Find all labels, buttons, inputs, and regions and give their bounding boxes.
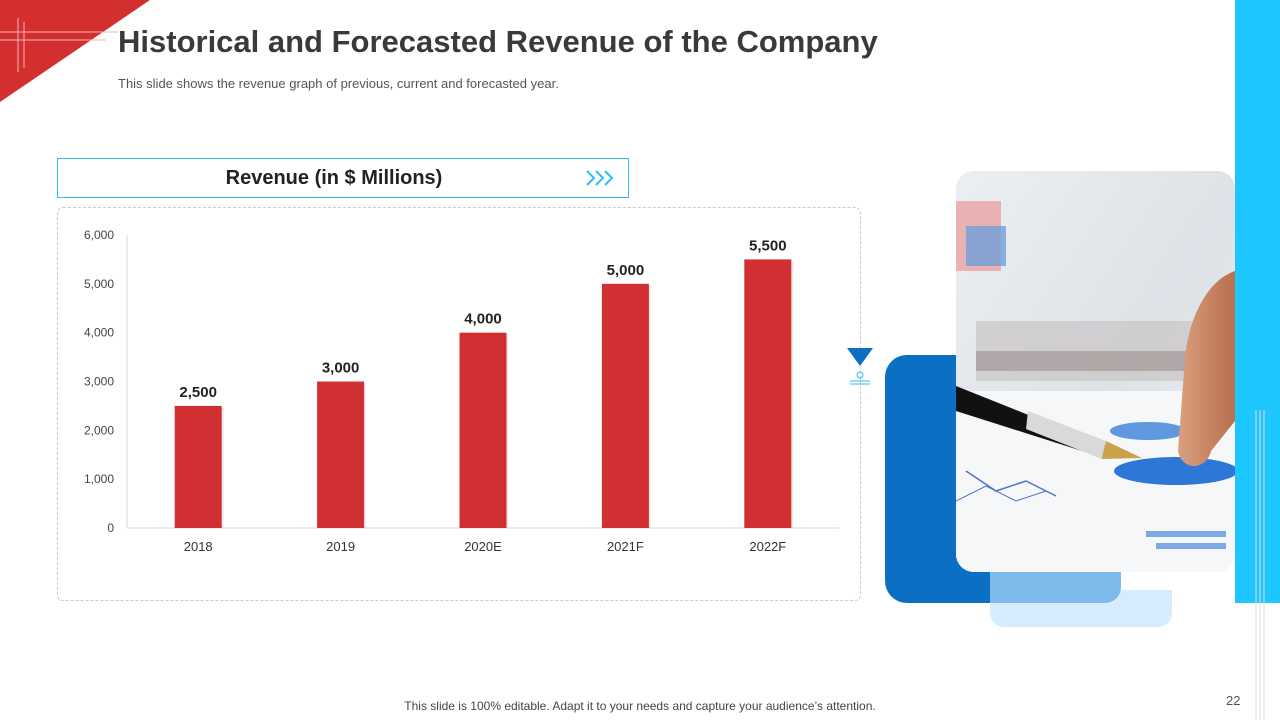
slide-title: Historical and Forecasted Revenue of the… [118,24,878,59]
data-label: 5,000 [607,262,645,279]
x-tick-label: 2018 [184,539,213,554]
y-tick-label: 6,000 [84,228,114,242]
slide-subtitle: This slide shows the revenue graph of pr… [118,76,559,91]
x-tick-label: 2021F [607,539,644,554]
business-photo [956,171,1235,572]
y-tick-label: 1,000 [84,472,114,486]
right-accent-bar [1235,0,1280,603]
chart-title: Revenue (in $ Millions) [225,167,443,189]
triangle-marker-icon [847,348,873,385]
corner-decoration [0,0,150,102]
page-number: 22 [1226,693,1241,708]
bar-2019 [317,381,365,528]
x-tick-label: 2019 [326,539,355,554]
chart-header-box: Revenue (in $ Millions) [57,158,629,198]
slide-footer: This slide is 100% editable. Adapt it to… [404,699,876,713]
data-label: 4,000 [464,311,502,328]
data-label: 3,000 [322,360,360,377]
y-tick-label: 3,000 [84,375,114,389]
bar-2020E [459,332,507,528]
revenue-bar-chart: 0 1,000 2,000 3,000 4,000 5,000 6,000 2,500 2018… [84,228,839,554]
y-tick-label: 0 [107,521,114,535]
y-tick-label: 5,000 [84,277,114,291]
chevron-right-icon [586,170,614,186]
data-label: 5,500 [749,237,787,254]
data-label: 2,500 [179,384,217,401]
chart-frame: 0 1,000 2,000 3,000 4,000 5,000 6,000 2,500 2018… [57,207,861,601]
x-tick-label: 2022F [749,539,786,554]
x-tick-label: 2020E [464,539,502,554]
bar-2018 [174,405,222,528]
bar-2022F [744,259,792,528]
bar-2021F [601,283,649,528]
y-tick-label: 2,000 [84,423,114,437]
y-tick-label: 4,000 [84,326,114,340]
right-line-decoration [1255,410,1265,720]
